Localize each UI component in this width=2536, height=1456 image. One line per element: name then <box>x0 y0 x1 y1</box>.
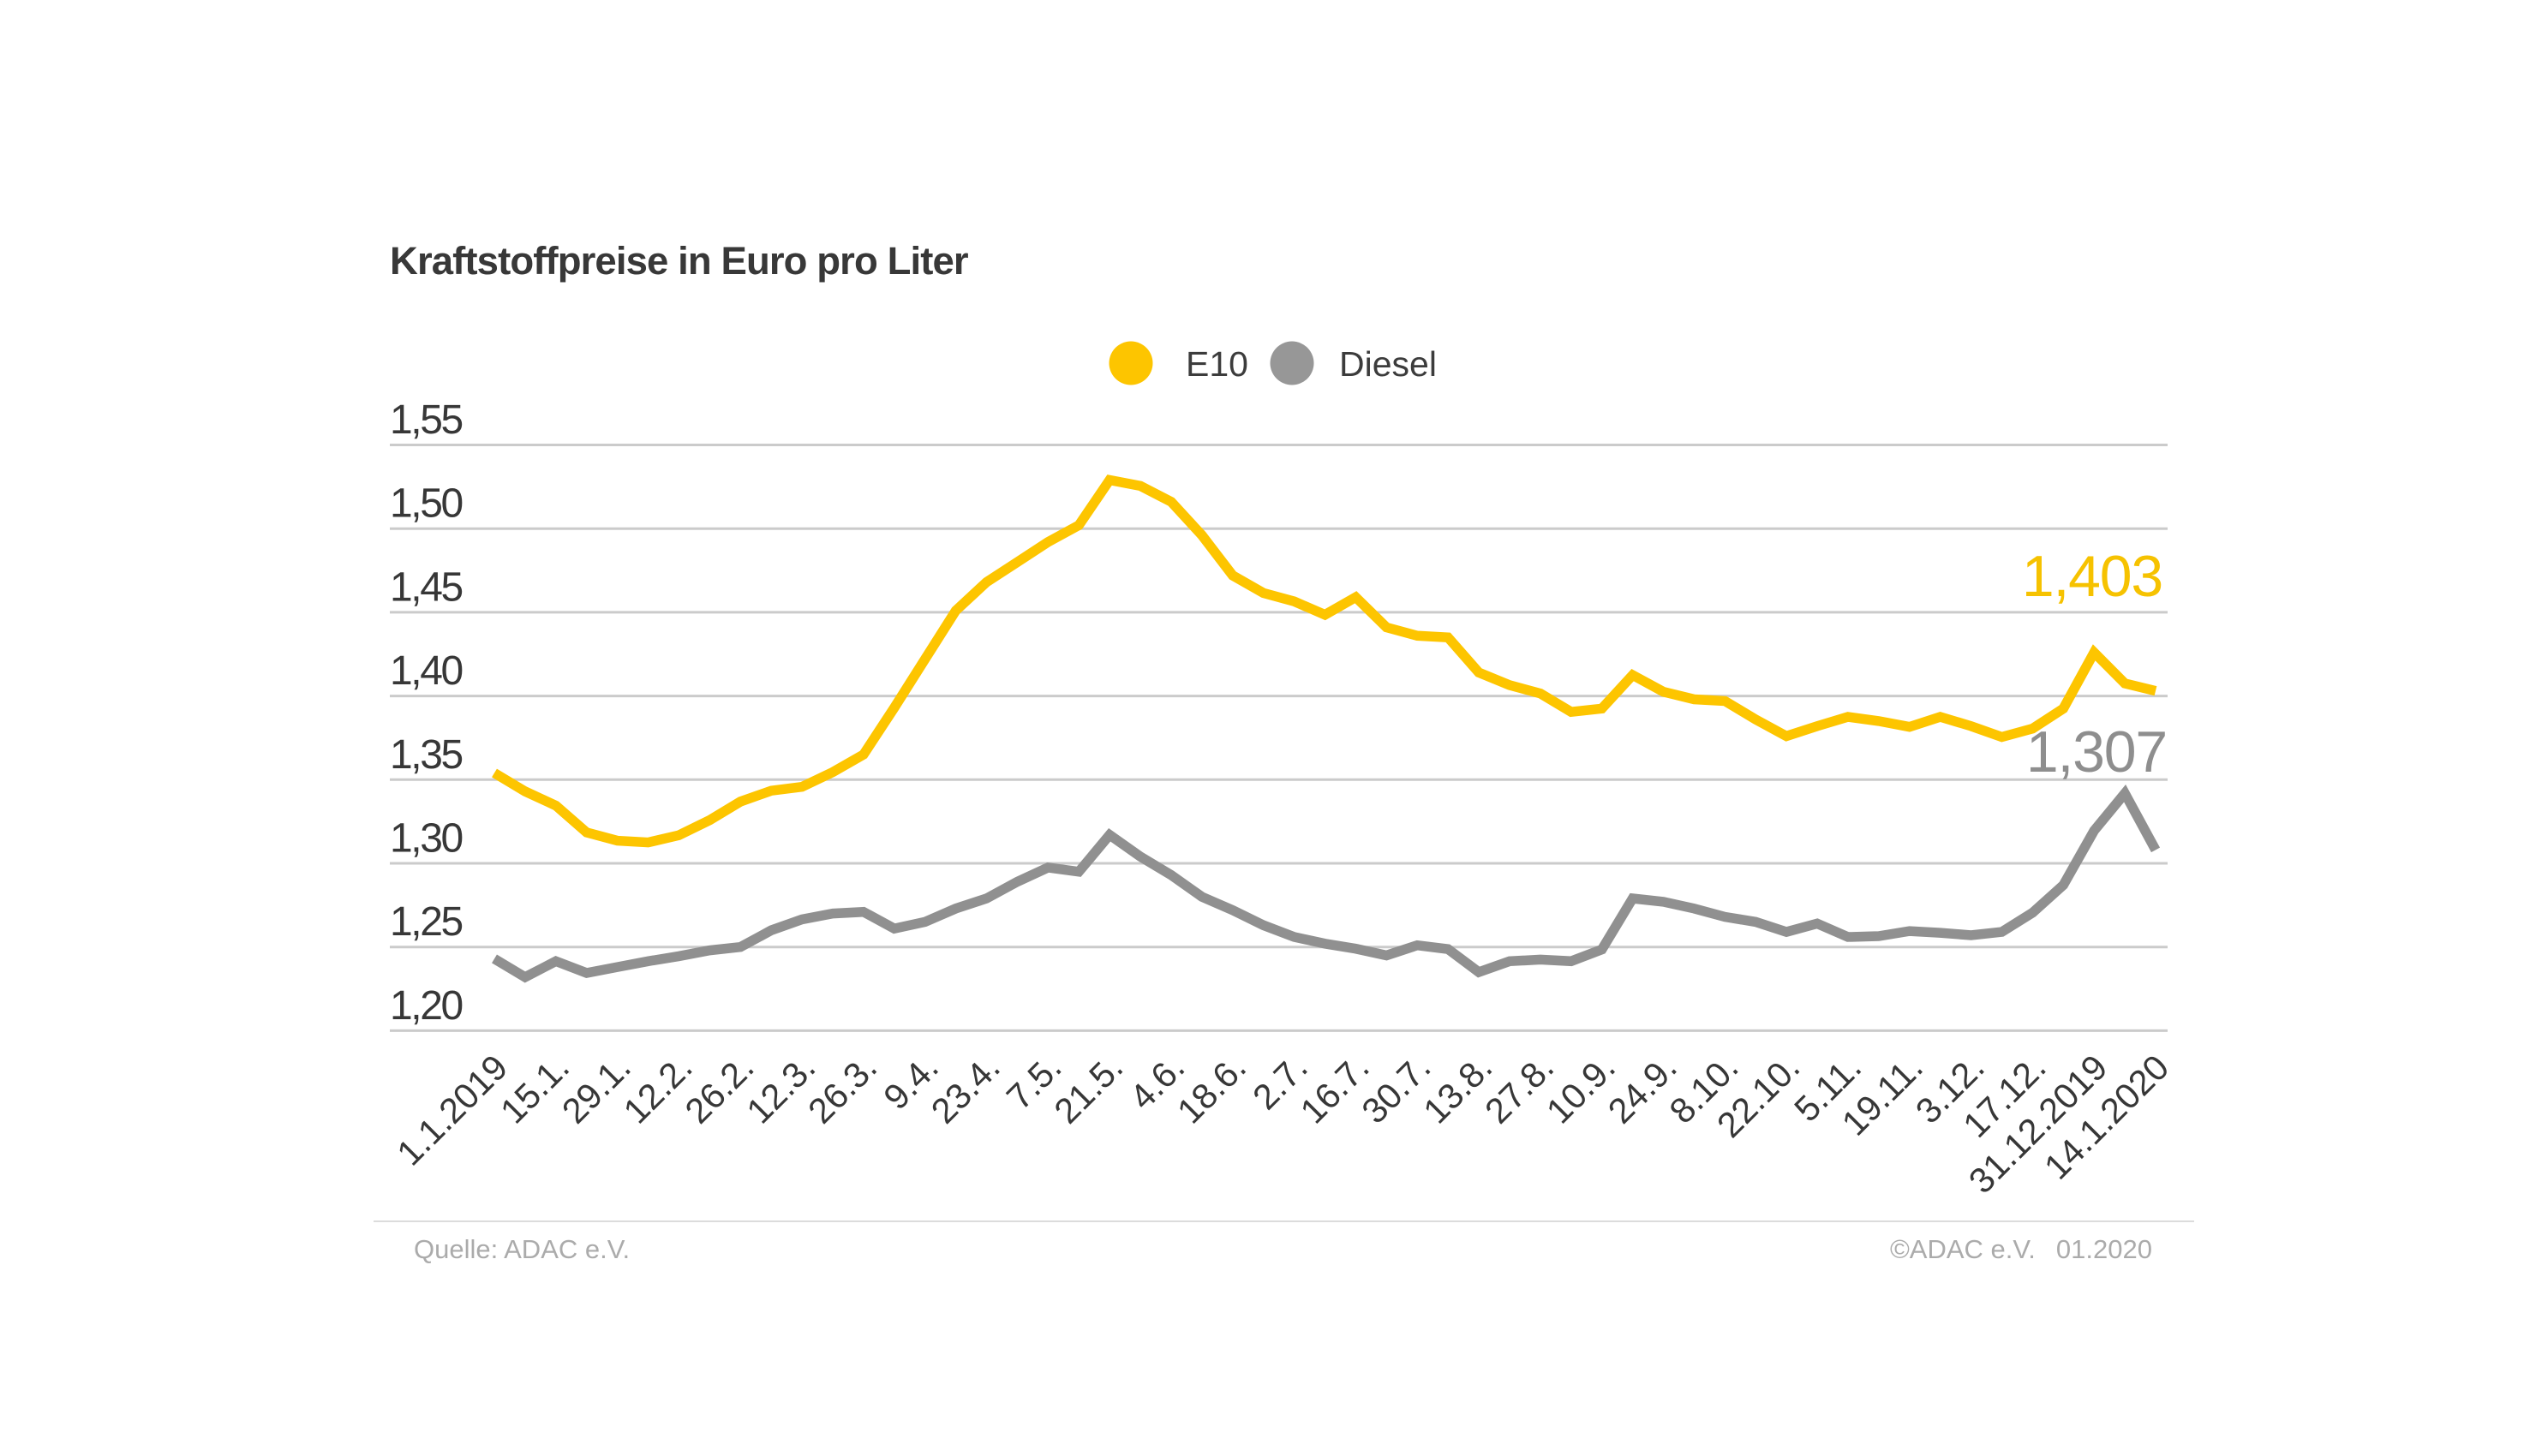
svg-text:1,20: 1,20 <box>390 983 463 1029</box>
svg-text:1,40: 1,40 <box>390 648 463 694</box>
svg-text:Kraftstoffpreise in Euro pro L: Kraftstoffpreise in Euro pro Liter <box>390 239 969 283</box>
svg-text:1,403: 1,403 <box>2022 544 2162 609</box>
svg-text:©ADAC e.V. 01.2020: ©ADAC e.V. 01.2020 <box>1890 1234 2152 1264</box>
svg-text:1,35: 1,35 <box>390 732 463 778</box>
svg-text:1,50: 1,50 <box>390 481 463 527</box>
svg-text:Quelle: ADAC e.V.: Quelle: ADAC e.V. <box>414 1234 630 1264</box>
svg-text:1,307: 1,307 <box>2026 719 2167 785</box>
svg-text:E10: E10 <box>1186 344 1248 384</box>
svg-text:1,45: 1,45 <box>390 564 463 610</box>
svg-text:1,55: 1,55 <box>390 397 463 443</box>
svg-text:1,30: 1,30 <box>390 816 463 862</box>
svg-text:1,25: 1,25 <box>390 899 463 945</box>
svg-text:Diesel: Diesel <box>1339 344 1437 384</box>
